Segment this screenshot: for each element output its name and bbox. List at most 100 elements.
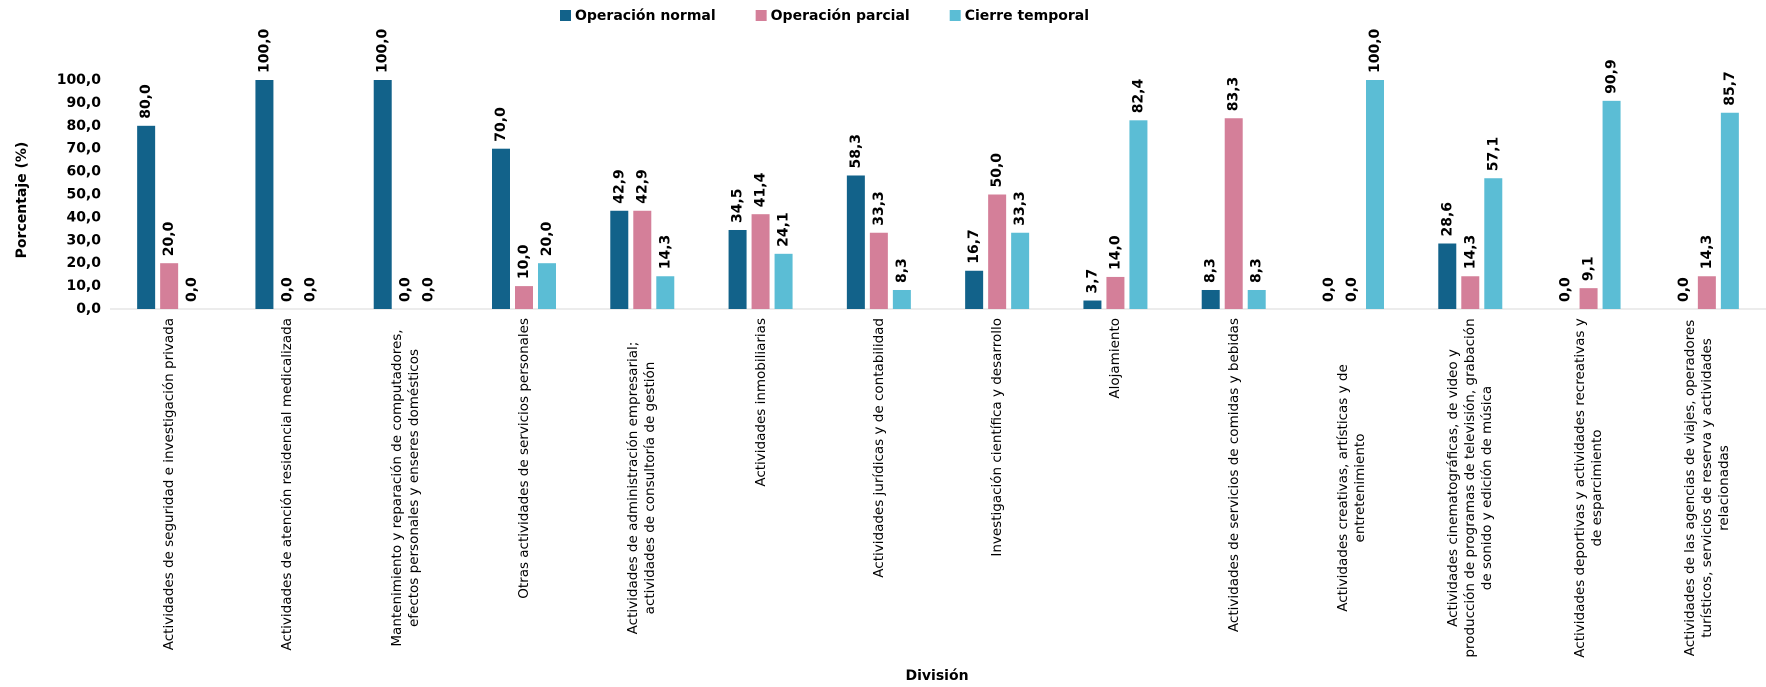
data-label: 42,9 (611, 169, 627, 204)
x-tick-label: Mantenimiento y reparación de computador… (351, 318, 461, 658)
legend-swatch (949, 10, 961, 21)
bar (515, 286, 533, 309)
data-label: 82,4 (1130, 79, 1146, 114)
bar (1247, 289, 1266, 309)
data-label: 14,0 (1107, 235, 1123, 270)
data-label: 0,0 (1344, 277, 1360, 302)
y-tick-label: 40,0 (66, 209, 101, 225)
data-label: 42,9 (634, 169, 650, 204)
legend-swatch (755, 10, 767, 21)
data-label: 57,1 (1485, 137, 1501, 172)
x-tick-label: Actividades de administración empresaria… (587, 318, 697, 658)
bar (1106, 276, 1125, 309)
x-tick-text: Actividades de seguridad e investigación… (160, 318, 177, 651)
y-tick-label: 20,0 (66, 255, 101, 271)
y-tick-label: 30,0 (66, 232, 101, 248)
bar (1579, 288, 1598, 309)
data-label: 33,3 (871, 191, 887, 226)
bar (1224, 118, 1243, 309)
x-tick-text: Actividades de administración empresaria… (625, 341, 659, 635)
x-tick-label: Investigación científica y desarrollo (942, 318, 1052, 658)
x-tick-text: Actividades jurídicas y de contabilidad (870, 318, 887, 578)
bar (373, 80, 392, 309)
bar (1083, 300, 1102, 309)
data-label: 0,0 (1321, 277, 1337, 302)
data-label: 8,3 (1249, 258, 1265, 283)
data-label: 0,0 (279, 277, 295, 302)
bar (1602, 100, 1621, 310)
bar (610, 210, 629, 309)
bar (1484, 178, 1503, 309)
x-tick-label: Actividades de servicios de comidas y be… (1179, 318, 1289, 658)
bar (137, 125, 156, 309)
x-tick-text: Actividades cinematográficas, de video y… (1444, 318, 1495, 658)
bar (492, 148, 510, 309)
x-axis-title: División (905, 668, 968, 684)
data-label: 100,0 (375, 28, 391, 73)
legend-swatch (560, 10, 571, 21)
bar (1366, 80, 1384, 309)
data-label: 9,1 (1581, 256, 1597, 281)
data-label: 0,0 (1558, 277, 1574, 302)
x-tick-label: Actividades de las agencias de viajes, o… (1652, 318, 1762, 658)
x-tick-text: Alojamiento (1106, 318, 1123, 399)
data-label: 83,3 (1226, 77, 1242, 112)
x-tick-text: Actividades deportivas y actividades rec… (1571, 318, 1605, 658)
x-tick-text: Mantenimiento y reparación de computador… (388, 329, 422, 647)
data-label: 41,4 (753, 172, 769, 207)
data-label: 14,3 (657, 235, 673, 270)
data-label: 0,0 (421, 277, 437, 302)
data-label: 0,0 (302, 277, 318, 302)
data-label: 0,0 (398, 277, 414, 302)
data-label: 70,0 (493, 107, 509, 142)
data-label: 20,0 (539, 221, 555, 256)
x-tick-text: Actividades creativas, artísticas y de e… (1335, 364, 1368, 612)
data-label: 24,1 (776, 212, 792, 247)
data-label: 28,6 (1439, 202, 1455, 237)
data-label: 80,0 (138, 84, 154, 119)
y-tick-label: 100,0 (57, 72, 102, 88)
x-tick-label: Actividades inmobiliarias (706, 318, 816, 658)
data-label: 20,0 (161, 221, 177, 256)
data-label: 100,0 (256, 28, 272, 73)
x-tick-label: Actividades creativas, artísticas y de e… (1297, 318, 1407, 658)
bar (1720, 112, 1739, 309)
data-label: 90,9 (1604, 59, 1620, 94)
y-tick-label: 10,0 (66, 278, 101, 294)
legend-label: Cierre temporal (965, 8, 1089, 24)
data-label: 3,7 (1084, 269, 1100, 294)
y-tick-label: 90,0 (66, 95, 101, 111)
x-tick-text: Actividades de atención residencial medi… (278, 318, 295, 651)
legend-label: Operación normal (575, 8, 716, 24)
data-label: 34,5 (730, 188, 746, 223)
x-tick-text: Actividades de las agencias de viajes, o… (1681, 319, 1732, 657)
y-tick-label: 60,0 (66, 164, 101, 180)
data-label: 100,0 (1367, 28, 1383, 73)
data-label: 0,0 (1676, 277, 1692, 302)
y-tick-label: 70,0 (66, 141, 101, 157)
y-tick-label: 80,0 (66, 118, 101, 134)
x-tick-text: Otras actividades de servicios personale… (515, 318, 532, 599)
x-tick-label: Actividades de atención residencial medi… (232, 318, 342, 658)
x-tick-text: Actividades de servicios de comidas y be… (1225, 318, 1242, 633)
bar (633, 210, 652, 309)
x-tick-text: Actividades inmobiliarias (752, 318, 769, 487)
bar (160, 263, 179, 309)
y-axis-title: Porcentaje (%) (14, 142, 30, 259)
y-tick-label: 50,0 (66, 187, 101, 203)
bar (965, 270, 984, 309)
bar (255, 80, 274, 309)
bar (728, 229, 747, 309)
data-label: 14,3 (1699, 235, 1715, 270)
bar (869, 232, 888, 309)
x-tick-label: Actividades de seguridad e investigación… (114, 318, 224, 658)
bar (1438, 243, 1457, 309)
bar (1461, 276, 1480, 309)
data-label: 8,3 (894, 258, 910, 283)
bar (1011, 232, 1030, 309)
data-label: 14,3 (1462, 235, 1478, 270)
x-tick-label: Otras actividades de servicios personale… (469, 318, 579, 658)
data-label: 50,0 (989, 153, 1005, 188)
